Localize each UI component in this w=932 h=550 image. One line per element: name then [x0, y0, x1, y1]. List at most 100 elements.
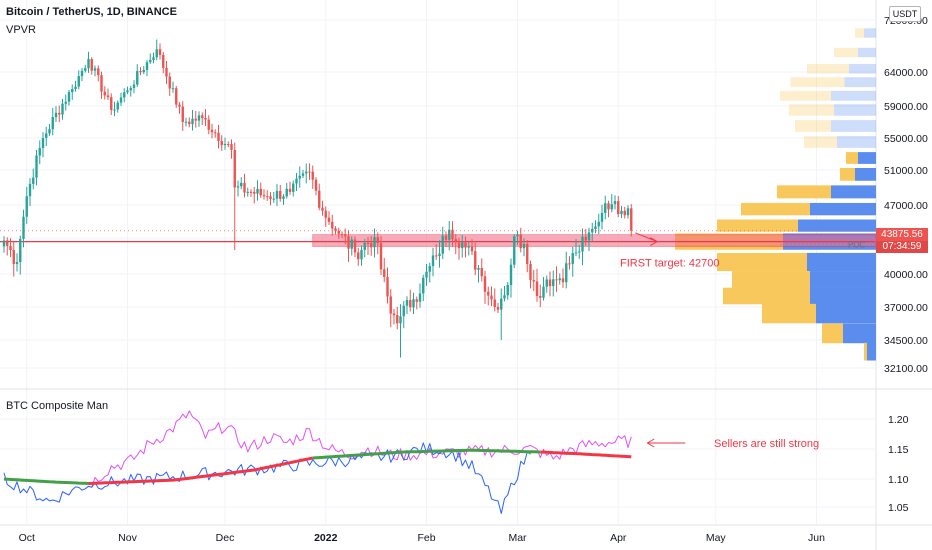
candle-body [126, 90, 129, 93]
vp-up-bar [858, 152, 876, 164]
vp-up-bar [831, 90, 876, 101]
currency-button[interactable]: USDT [889, 6, 921, 22]
candle-body [132, 84, 136, 89]
osc-tick-label: 1.15 [888, 444, 909, 456]
price-tick-label: 64000.00 [884, 67, 928, 79]
candle-body [67, 92, 71, 102]
candle-body [262, 195, 266, 197]
candle-body [321, 207, 324, 211]
candle-body [25, 196, 28, 217]
candle-body [363, 242, 366, 250]
candle-body [558, 278, 561, 281]
candle-body [431, 255, 435, 266]
candle-body [129, 88, 132, 91]
candle-body [119, 97, 123, 103]
osc-tick-label: 1.20 [888, 414, 909, 426]
candle-body [41, 138, 45, 149]
candle-body [285, 188, 288, 197]
candle-body [506, 285, 509, 296]
candle-body [282, 196, 285, 199]
candle-body [32, 177, 35, 184]
candle-body [106, 95, 110, 98]
vp-up-bar [834, 104, 876, 116]
time-tick-label: Dec [216, 532, 235, 544]
candle-body [597, 221, 600, 227]
candle-body [474, 251, 477, 270]
vp-down-bar [864, 342, 867, 361]
candle-body [331, 221, 334, 229]
candle-body [587, 232, 591, 241]
candle-body [318, 190, 321, 208]
candle-body [324, 210, 327, 218]
candle-body [578, 251, 581, 253]
candle-body [529, 263, 532, 281]
target-arrow-shaft [635, 232, 658, 243]
candle-body [28, 183, 32, 197]
vp-up-bar [837, 136, 876, 148]
candle-body [253, 191, 256, 194]
candle-body [90, 59, 93, 71]
price-tick-label: 34500.00 [884, 335, 928, 347]
candle-body [87, 59, 90, 69]
candle-body [370, 243, 373, 248]
candle-body [386, 276, 389, 297]
vp-up-bar [816, 303, 876, 324]
candle-body [522, 244, 526, 249]
candle-body [516, 234, 519, 237]
vp-up-bar [798, 219, 876, 232]
candle-body [422, 277, 425, 294]
candle-body [155, 49, 158, 58]
candle-body [214, 132, 217, 134]
vp-down-bar [780, 90, 831, 101]
candle-body [493, 299, 496, 307]
candle-body [295, 178, 298, 184]
candle-body [623, 210, 626, 216]
candle-body [197, 115, 201, 121]
candle-body [74, 86, 77, 89]
candle-body [402, 305, 405, 317]
vp-up-bar [831, 120, 876, 132]
candle-body [48, 129, 51, 134]
oscillator-title[interactable]: BTC Composite Man [6, 400, 109, 412]
candle-body [233, 150, 236, 188]
candle-body [311, 171, 314, 180]
candle-body [552, 279, 555, 287]
osc-series-4 [312, 448, 541, 460]
candle-body [490, 295, 493, 300]
volume-profile [675, 28, 876, 361]
indicator-label[interactable]: VPVR [6, 24, 36, 36]
candle-body [84, 68, 87, 71]
candle-body [243, 182, 246, 193]
candle-body [38, 148, 41, 156]
vp-up-bar [807, 252, 876, 272]
candle-body [620, 210, 623, 215]
vp-up-bar [831, 185, 876, 199]
candle-body [171, 88, 175, 90]
candle-body [100, 75, 103, 92]
poc-label: POC [848, 241, 866, 250]
osc-tick-label: 1.10 [888, 474, 909, 486]
candle-body [2, 240, 6, 247]
osc-series-1 [3, 442, 531, 514]
symbol-title[interactable]: Bitcoin / TetherUS, 1D, BINANCE [6, 6, 177, 18]
candle-body [357, 252, 360, 260]
candle-body [467, 246, 470, 248]
candle-body [539, 296, 542, 298]
candle-body [584, 236, 587, 241]
candle-body [93, 68, 97, 71]
candle-body [418, 293, 422, 302]
candle-body [347, 236, 350, 249]
last-price-tag: 43875.56 [876, 228, 928, 241]
candle-body [571, 253, 574, 264]
candle-body [561, 278, 565, 283]
candle-body [604, 203, 607, 213]
candle-body [123, 92, 126, 98]
candle-body [165, 67, 168, 77]
vp-down-bar [846, 152, 858, 164]
candle-body [350, 239, 353, 249]
candle-body [292, 183, 295, 192]
candle-body [435, 255, 438, 257]
candle-body [77, 76, 80, 87]
candle-body [425, 271, 428, 278]
